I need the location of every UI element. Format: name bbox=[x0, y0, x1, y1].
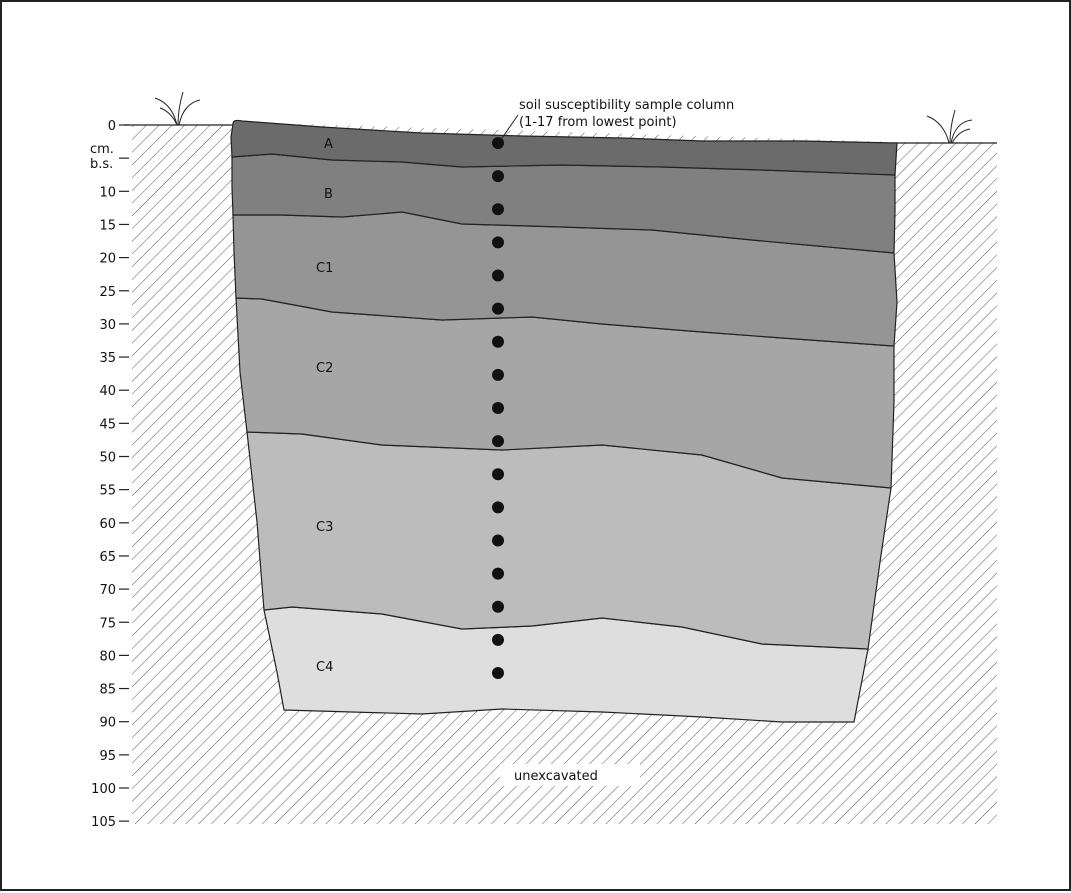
sample-point bbox=[492, 402, 504, 414]
sample-point bbox=[492, 667, 504, 679]
depth-tick-label: 70 bbox=[99, 583, 116, 598]
annotation-leader-line bbox=[501, 114, 519, 139]
depth-tick-label: 55 bbox=[99, 484, 116, 499]
grass-tuft-left bbox=[154, 91, 201, 126]
sample-point bbox=[492, 501, 504, 514]
sample-point bbox=[492, 137, 504, 149]
depth-unit-cm: cm. bbox=[90, 142, 114, 157]
depth-tick-label: 90 bbox=[99, 716, 116, 731]
depth-tick-label: 30 bbox=[99, 318, 116, 333]
unexcavated-label: unexcavated bbox=[514, 769, 598, 784]
sample-point bbox=[492, 170, 504, 183]
sample-point bbox=[492, 600, 504, 613]
sample-point bbox=[492, 633, 504, 646]
unexcavated-label-bg bbox=[500, 764, 640, 786]
sample-point bbox=[492, 203, 504, 216]
sample-point bbox=[492, 302, 504, 315]
sample-point bbox=[492, 236, 504, 249]
sample-point bbox=[492, 567, 504, 580]
depth-tick-label: 40 bbox=[99, 384, 116, 399]
sample-point bbox=[492, 368, 504, 381]
layer-label-c1: C1 bbox=[316, 261, 333, 276]
sample-point bbox=[492, 534, 504, 547]
depth-unit-bs: b.s. bbox=[90, 157, 113, 172]
soil-layers bbox=[230, 119, 898, 723]
layer-a bbox=[230, 119, 898, 176]
annotation-line2: (1-17 from lowest point) bbox=[519, 115, 677, 130]
layer-label-c4: C4 bbox=[316, 660, 333, 675]
depth-tick-label: 75 bbox=[99, 616, 116, 631]
sample-column bbox=[492, 137, 504, 679]
depth-tick-label: 80 bbox=[99, 649, 116, 664]
sample-point bbox=[492, 435, 504, 448]
depth-tick-label: 35 bbox=[99, 351, 116, 366]
depth-tick-label: 100 bbox=[91, 782, 116, 797]
depth-tick-label: 95 bbox=[99, 749, 116, 764]
layer-label-a: A bbox=[324, 137, 333, 152]
sample-point bbox=[492, 468, 504, 481]
depth-tick-label: 105 bbox=[91, 815, 116, 830]
depth-tick-label: 60 bbox=[99, 517, 116, 532]
layer-label-c2: C2 bbox=[316, 361, 333, 376]
layer-label-b: B bbox=[324, 187, 333, 202]
depth-tick-label: 15 bbox=[99, 218, 116, 233]
depth-scale: 0 10 15 20 25 30 35 40 45 50 55 60 65 70 75 80 85 90 95 100… bbox=[91, 119, 129, 830]
depth-tick-label: 10 bbox=[99, 185, 116, 200]
grass-tuft-right bbox=[926, 109, 973, 144]
depth-tick-label: 65 bbox=[99, 550, 116, 565]
sample-point bbox=[492, 269, 504, 282]
depth-tick-label: 25 bbox=[99, 285, 116, 300]
depth-tick-label: 45 bbox=[99, 417, 116, 432]
depth-tick-label: 85 bbox=[99, 683, 116, 698]
depth-tick-label: 50 bbox=[99, 451, 116, 466]
depth-tick-label: 0 bbox=[108, 119, 116, 134]
annotation-line1: soil susceptibility sample column bbox=[519, 98, 734, 113]
depth-tick-label: 20 bbox=[99, 252, 116, 267]
sample-point bbox=[492, 335, 504, 348]
layer-label-c3: C3 bbox=[316, 520, 333, 535]
